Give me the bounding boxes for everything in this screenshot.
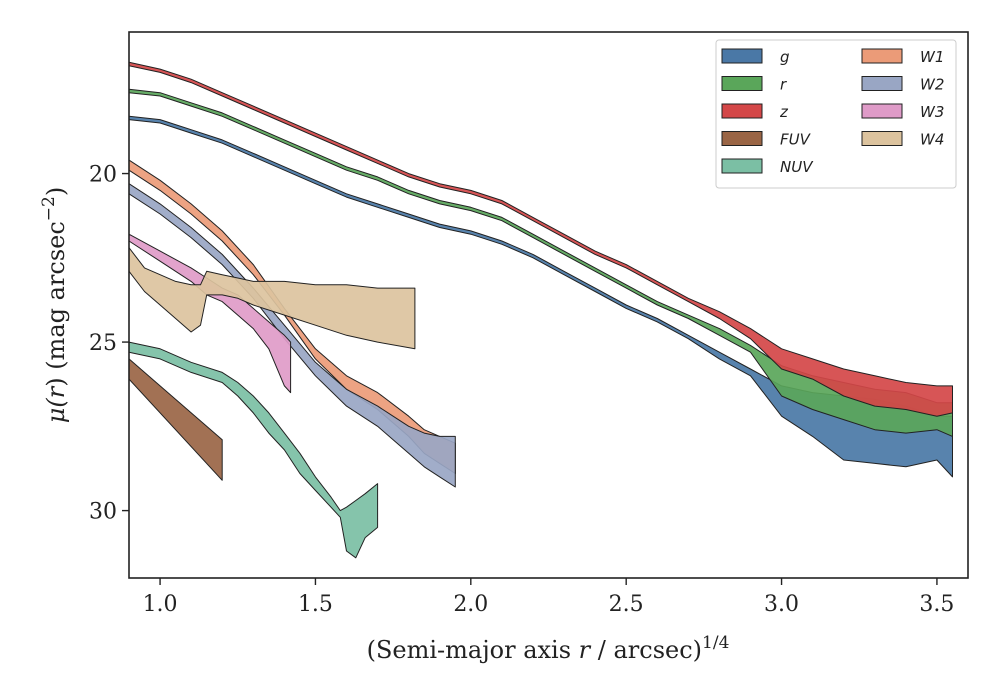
legend-swatch-w1 bbox=[861, 48, 903, 64]
band-r bbox=[128, 88, 953, 437]
legend-label-w3: W3 bbox=[920, 103, 944, 121]
legend-label-w1: W1 bbox=[920, 48, 944, 66]
tick-layer: 1.0 1.5 2.0 2.5 3.0 3.5 20 25 30 bbox=[89, 163, 954, 617]
legend-swatch-g bbox=[721, 48, 763, 64]
y-axis-label-close: ) bbox=[42, 187, 70, 196]
x-axis-label-var: r bbox=[579, 636, 592, 664]
legend-label-nuv: NUV bbox=[780, 158, 814, 176]
y-tick-label: 20 bbox=[89, 163, 117, 188]
x-tick-label: 2.5 bbox=[609, 592, 644, 617]
x-tick-label: 1.5 bbox=[298, 592, 333, 617]
x-axis-label-sup: 1/4 bbox=[702, 633, 729, 653]
band-layer bbox=[128, 61, 953, 559]
legend-swatch-z bbox=[721, 103, 763, 119]
legend-label-r: r bbox=[780, 76, 787, 94]
band-g bbox=[128, 115, 953, 478]
legend-label-g: g bbox=[780, 48, 790, 66]
band-z bbox=[128, 61, 953, 417]
legend-swatch-w3 bbox=[861, 103, 903, 119]
x-axis-label-main: (Semi-major axis bbox=[367, 636, 579, 664]
legend-label-w4: W4 bbox=[920, 131, 944, 149]
legend-label-w2: W2 bbox=[920, 76, 944, 94]
x-tick-label: 1.0 bbox=[143, 592, 178, 617]
band-nuv bbox=[128, 341, 379, 559]
legend-swatch-nuv bbox=[721, 158, 763, 174]
x-tick-label: 3.5 bbox=[919, 592, 954, 617]
y-axis-label-sup: −2 bbox=[39, 196, 59, 221]
legend-label-fuv: FUV bbox=[780, 131, 812, 149]
plot-frame bbox=[128, 31, 969, 579]
legend-swatch-w4 bbox=[861, 131, 903, 146]
legend-swatch-r bbox=[721, 76, 763, 91]
y-axis-label: μ(r) (mag arcsec−2) bbox=[39, 187, 70, 424]
legend-swatch-w2 bbox=[861, 76, 903, 91]
y-axis-label-main: μ( bbox=[42, 398, 70, 424]
x-tick-label: 3.0 bbox=[764, 592, 799, 617]
legend: grz FUV NUV W1 W2 W3 W4 bbox=[715, 39, 957, 189]
x-axis-label-tail: / arcsec) bbox=[590, 636, 702, 664]
y-tick-label: 30 bbox=[89, 500, 117, 525]
y-tick-label: 25 bbox=[89, 331, 117, 356]
legend-label-z: z bbox=[779, 103, 789, 121]
legend-swatch-fuv bbox=[721, 131, 763, 146]
x-tick-label: 2.0 bbox=[453, 592, 488, 617]
band-w4 bbox=[128, 247, 416, 350]
x-axis-label: (Semi-major axis r / arcsec)1/4 bbox=[367, 633, 730, 664]
y-axis-label-tail: ) (mag arcsec bbox=[42, 221, 70, 387]
y-axis-label-var: r bbox=[42, 385, 70, 398]
